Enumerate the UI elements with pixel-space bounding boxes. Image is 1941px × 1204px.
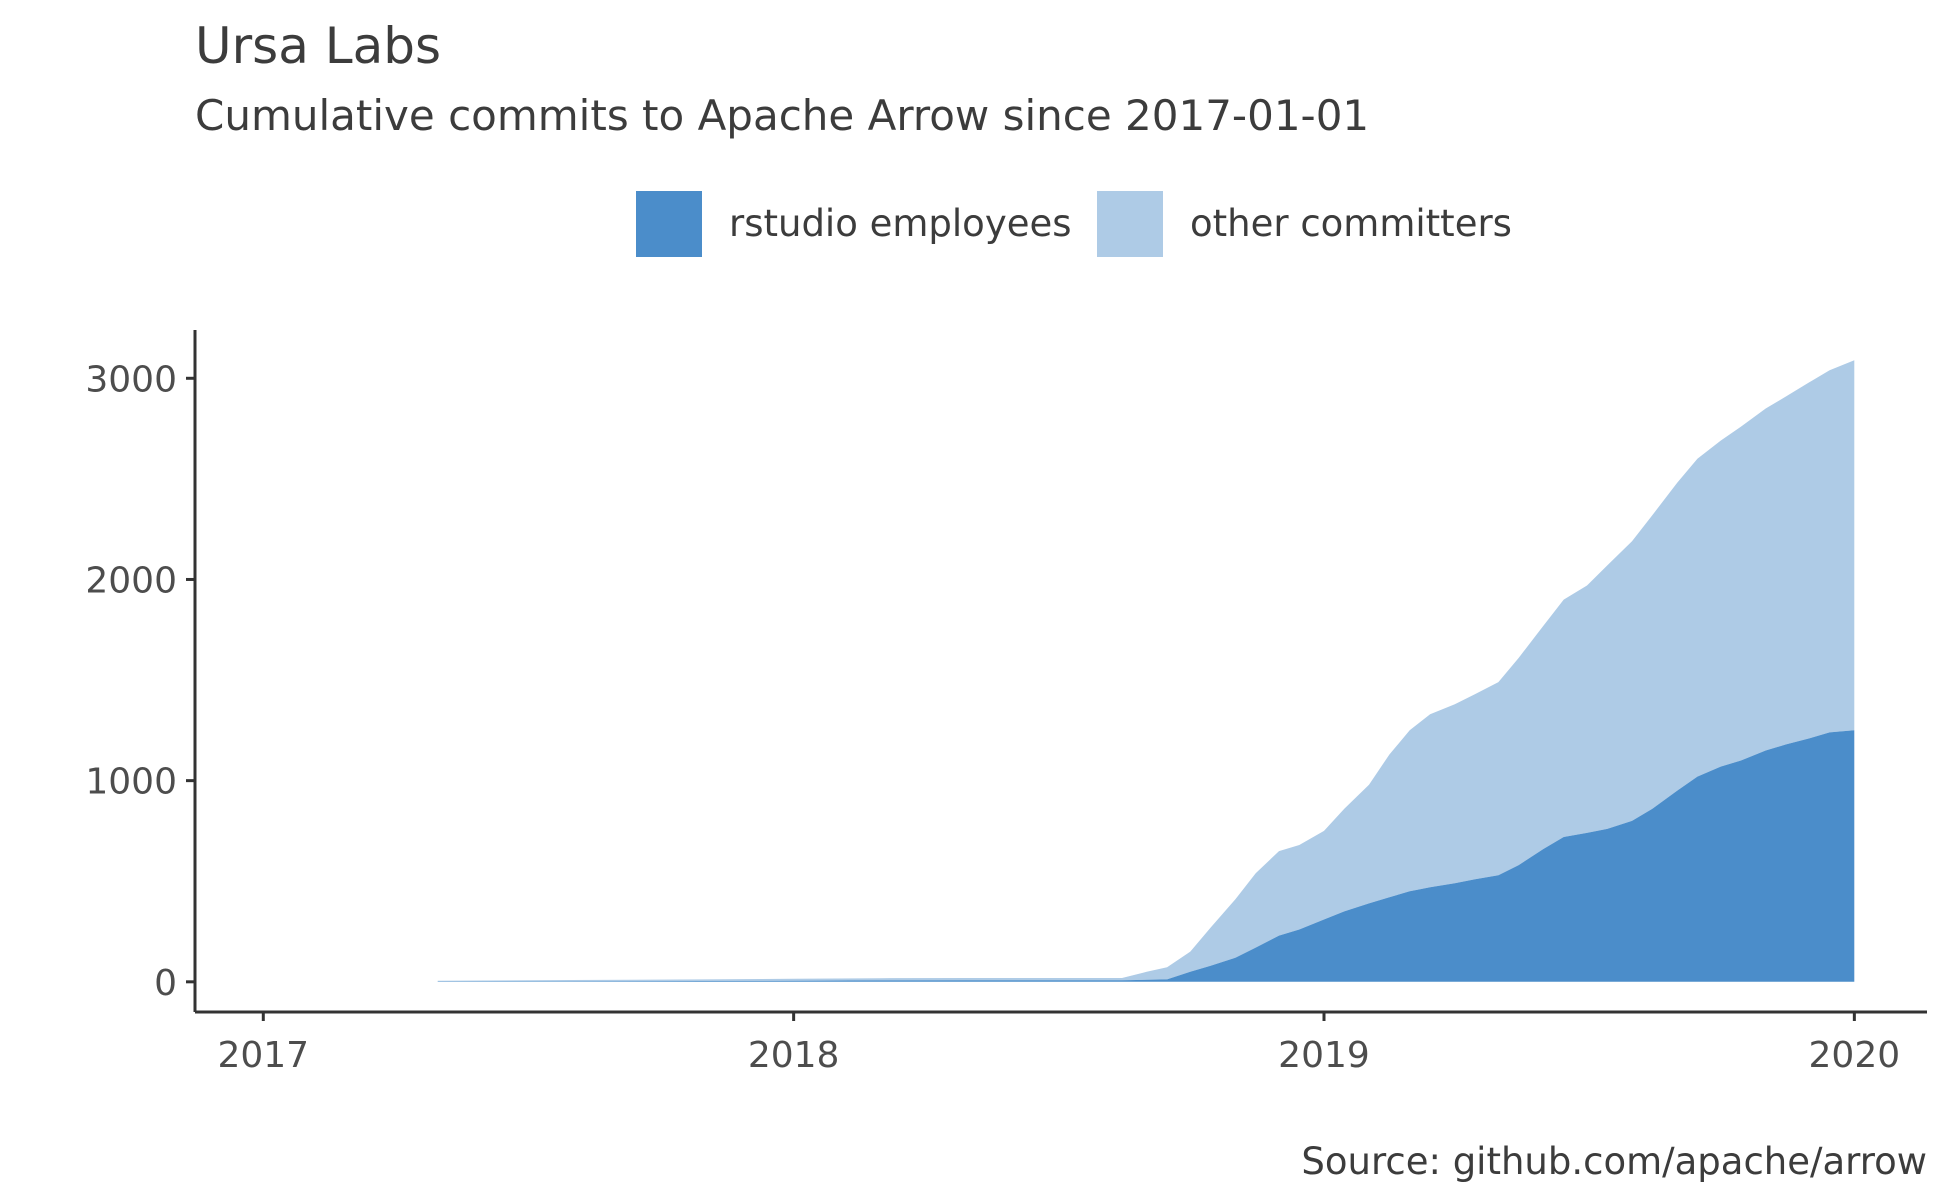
legend-label-other-committers: other committers xyxy=(1190,202,1512,245)
area-other-committers xyxy=(437,360,1855,982)
chart-caption: Source: github.com/apache/arrow xyxy=(1301,1140,1927,1183)
legend-key-other-committers xyxy=(1097,191,1163,257)
x-tick-label: 2018 xyxy=(748,1035,840,1076)
axes: 0 1000 2000 3000 2017 2018 2019 2020 xyxy=(85,330,1927,1076)
y-tick-label: 1000 xyxy=(85,762,177,803)
x-tick-label: 2020 xyxy=(1809,1035,1901,1076)
legend-key-rstudio-employees xyxy=(636,191,702,257)
chart-subtitle: Cumulative commits to Apache Arrow since… xyxy=(195,91,1369,140)
plot-areas xyxy=(437,360,1855,982)
legend: rstudio employees other committers xyxy=(636,191,1512,257)
area-rstudio-employees xyxy=(437,730,1855,982)
chart-title: Ursa Labs xyxy=(195,17,441,75)
y-tick-label: 0 xyxy=(154,963,177,1004)
x-tick-label: 2019 xyxy=(1278,1035,1370,1076)
y-tick-label: 2000 xyxy=(85,560,177,601)
y-tick-label: 3000 xyxy=(85,359,177,400)
legend-label-rstudio-employees: rstudio employees xyxy=(729,202,1072,245)
x-tick-label: 2017 xyxy=(217,1035,309,1076)
